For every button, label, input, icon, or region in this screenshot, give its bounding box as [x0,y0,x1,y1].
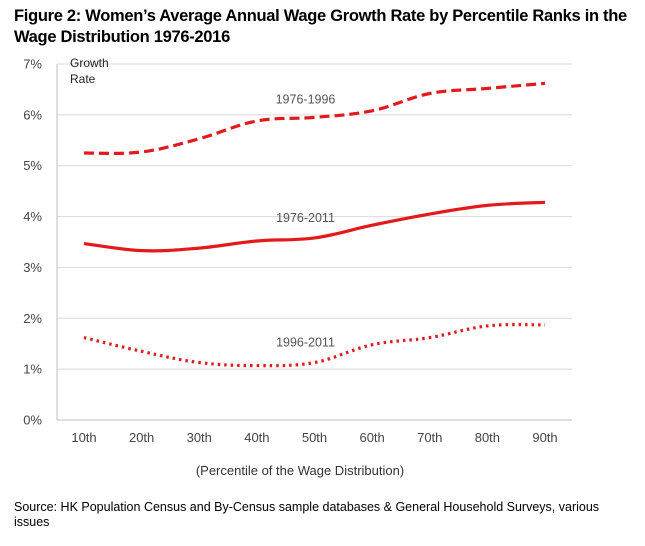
y-tick-label: 5% [23,158,42,173]
x-tick-label: 20th [129,430,154,445]
x-tick-label: 40th [244,430,269,445]
y-tick-label: 7% [23,57,42,72]
y-axis: 0% 1% 2% 3% 4% 5% 6% 7% [23,57,58,428]
y-tick-label: 4% [23,209,42,224]
series-line-1976-2011 [83,200,546,253]
x-tick-label: 60th [359,430,384,445]
x-tick-label: 10th [71,430,96,445]
series-label: 1996-2011 [276,336,335,350]
series-lines [83,81,546,368]
gridlines [57,63,572,370]
x-axis-label: (Percentile of the Wage Distribution) [196,463,404,478]
y-axis-label-line-1: Growth [70,56,109,70]
x-tick-label: 50th [302,430,327,445]
y-tick-label: 0% [23,413,42,428]
x-tick-label: 70th [417,430,442,445]
y-tick-label: 2% [23,311,42,326]
y-axis-label-line-2: Rate [70,72,96,86]
x-tick-label: 30th [187,430,212,445]
y-tick-label: 6% [23,107,42,122]
series-label: 1976-1996 [276,92,336,106]
series-labels: 1976-1996 1976-2011 1996-2011 [276,92,336,349]
y-tick-label: 1% [23,362,42,377]
x-tick-label: 80th [475,430,500,445]
source-note: Source: HK Population Census and By-Cens… [14,500,600,529]
x-tick-label: 90th [532,430,557,445]
series-label: 1976-2011 [276,211,335,225]
series-line-1976-1996 [83,81,546,155]
chart-title: Figure 2: Women’s Average Annual Wage Gr… [14,7,627,46]
x-axis: 10th 20th 30th 40th 50th 60th 70th 80th 90th [57,419,572,445]
y-tick-label: 3% [23,260,42,275]
